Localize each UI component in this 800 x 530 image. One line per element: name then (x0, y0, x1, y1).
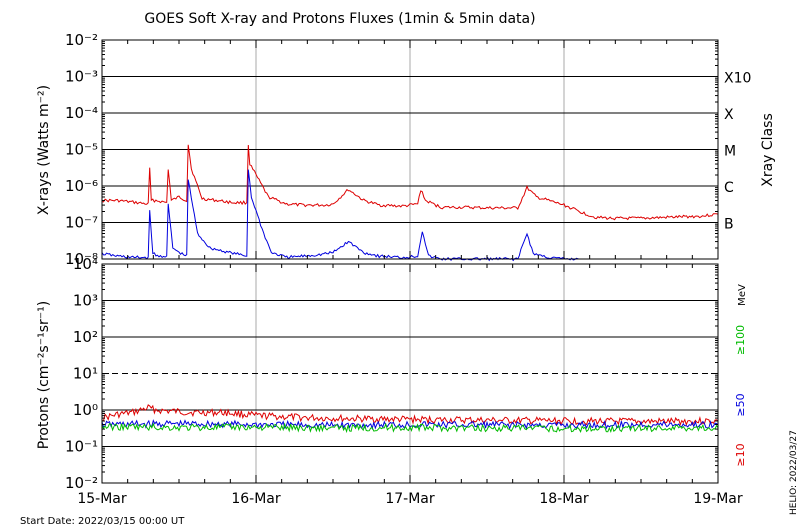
helio-stamp: HELIO: 2022/03/27 (789, 430, 799, 515)
y-tick-label: 10⁻⁵ (65, 141, 98, 159)
xray-class-label: C (724, 180, 734, 196)
series-line (101, 422, 719, 434)
xray-class-label: M (724, 144, 736, 160)
chart-title: GOES Soft X-ray and Protons Fluxes (1min… (144, 11, 535, 27)
y-tick-label: 10² (73, 328, 98, 346)
x-tick-label: 16-Mar (231, 491, 281, 507)
energy-channel-label: ≥100 (734, 325, 747, 355)
y-tick-label: 10⁻⁶ (65, 177, 98, 195)
x-tick-label: 18-Mar (539, 491, 589, 507)
xray-panel: 10⁻² 10⁻³ 10⁻⁴ 10⁻⁵ 10⁻⁶ 10⁻⁷ 10⁻⁸ X10 X M C B (65, 31, 751, 268)
xray-y-axis-label: X-rays (Watts m⁻²) (36, 85, 52, 215)
y-tick-label: 10⁰ (73, 401, 98, 419)
energy-channel-label: ≥50 (734, 393, 747, 416)
x-tick-label: 19-Mar (693, 491, 743, 507)
y-tick-label: 10⁻⁴ (65, 104, 98, 122)
series-line (101, 169, 580, 262)
xray-class-axis-title: Xray Class (760, 113, 776, 187)
start-date-label: Start Date: 2022/03/15 00:00 UT (20, 516, 185, 527)
y-tick-label: 10⁴ (73, 255, 98, 273)
series-line (101, 144, 719, 221)
x-tick-label: 17-Mar (385, 491, 435, 507)
y-tick-label: 10⁻¹ (65, 438, 98, 456)
energy-channel-label: ≥10 (734, 443, 747, 466)
series-line (101, 404, 719, 427)
y-tick-label: 10⁻³ (65, 68, 98, 86)
x-tick-label: 15-Mar (77, 491, 127, 507)
xray-class-label: X10 (724, 71, 751, 87)
y-tick-label: 10⁻⁷ (65, 214, 98, 232)
mev-unit-label: MeV (737, 284, 748, 306)
y-tick-label: 10⁻⁸ (65, 250, 98, 268)
y-tick-label: 10¹ (73, 365, 98, 383)
xray-class-label: B (724, 217, 734, 233)
y-tick-label: 10⁻² (65, 31, 98, 49)
y-tick-label: 10⁻² (65, 474, 98, 492)
y-tick-label: 10³ (73, 292, 98, 310)
proton-panel: 10⁴ 10³ 10² 10¹ 10⁰ 10⁻¹ 10⁻²15-Mar 16-Mar 17-Ma… (65, 255, 747, 507)
xray-class-label: X (724, 107, 734, 123)
proton-y-axis-label: Protons (cm⁻²s⁻¹sr⁻¹) (36, 301, 52, 450)
